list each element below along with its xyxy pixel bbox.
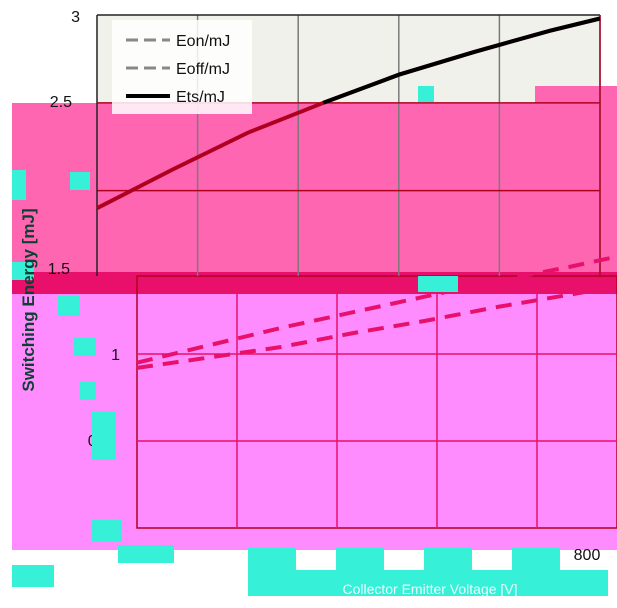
patch bbox=[472, 570, 512, 596]
patch bbox=[12, 565, 54, 587]
patch bbox=[12, 262, 34, 280]
patch bbox=[92, 412, 116, 460]
legend: Eon/mJ Eoff/mJ Ets/mJ bbox=[126, 33, 230, 106]
series-line-ets-upper bbox=[322, 16, 601, 105]
artifact-patches bbox=[12, 86, 608, 596]
pink-band-right bbox=[535, 86, 617, 276]
legend-label: Ets/mJ bbox=[176, 89, 225, 106]
y-tick-label: 1.5 bbox=[48, 261, 70, 278]
series-line-eoff-mj bbox=[136, 254, 617, 365]
x-tick-label: 800 bbox=[574, 547, 601, 564]
legend-label: Eon/mJ bbox=[176, 33, 230, 50]
patch bbox=[58, 296, 80, 316]
lower-plot-frame bbox=[136, 275, 617, 529]
axes bbox=[96, 14, 601, 276]
patch bbox=[92, 520, 122, 542]
patch bbox=[70, 172, 90, 190]
series-lines bbox=[96, 16, 617, 370]
legend-label: Eoff/mJ bbox=[176, 61, 230, 78]
patch bbox=[118, 545, 174, 563]
y-tick-label: 2.5 bbox=[50, 94, 72, 111]
pink-band-upper bbox=[12, 103, 600, 275]
series-line-eon-mj bbox=[136, 284, 617, 370]
patch bbox=[296, 570, 336, 596]
patch bbox=[80, 382, 96, 400]
y-axis-label: Switching Energy [mJ] bbox=[19, 208, 38, 391]
patch bbox=[418, 276, 458, 292]
x-axis-label: Collector Emitter Voltage [V] bbox=[342, 581, 517, 597]
red-stripe bbox=[12, 272, 617, 294]
y-tick-label: 3 bbox=[71, 9, 80, 26]
y-tick-label: 1 bbox=[111, 347, 120, 364]
patch bbox=[12, 170, 26, 200]
patch bbox=[74, 338, 96, 356]
patch bbox=[512, 548, 560, 596]
patch bbox=[336, 548, 384, 596]
patch bbox=[248, 548, 296, 596]
patch bbox=[560, 570, 608, 596]
patch bbox=[424, 548, 472, 596]
patch bbox=[418, 86, 434, 102]
patch bbox=[384, 570, 424, 596]
